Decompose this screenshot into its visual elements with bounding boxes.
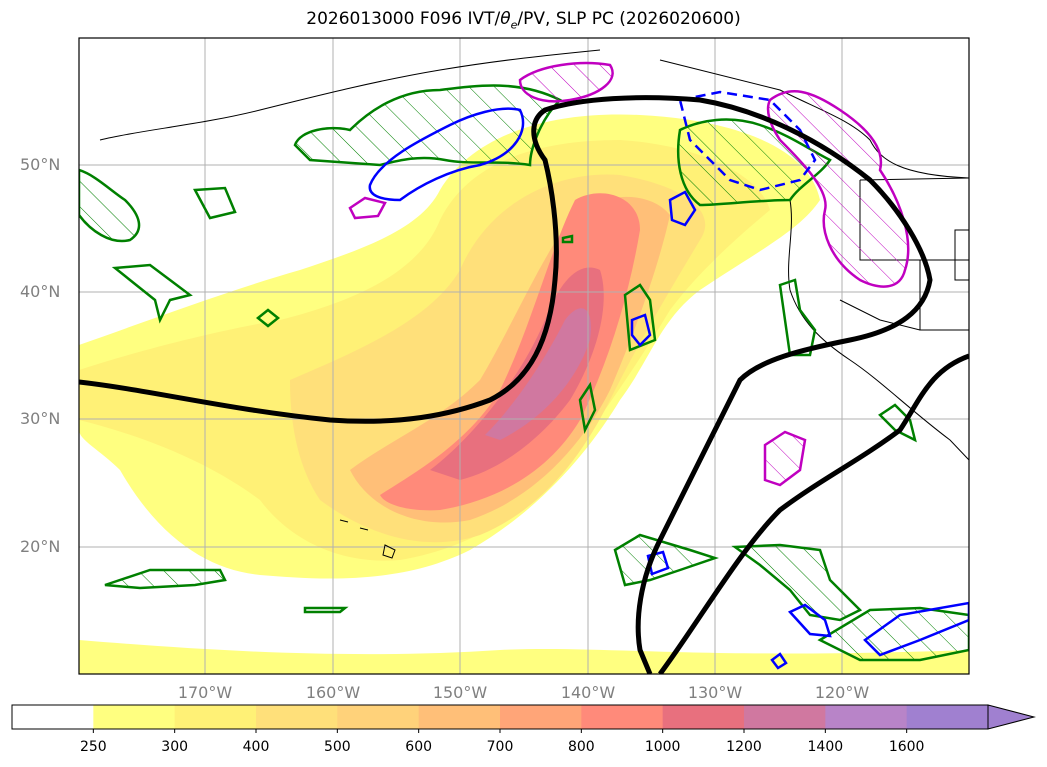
pv-contours [368,90,969,670]
slp-contours [79,95,969,674]
lat-label-30: 30°N [20,409,61,428]
colorbar-tick-label: 250 [79,739,107,755]
lat-label-20: 20°N [20,537,61,556]
colorbar-extend-arrow [987,704,1036,730]
colorbar-segment [12,705,94,729]
map-area [79,38,969,674]
lat-label-50: 50°N [20,155,61,174]
lon-label-170: 170°W [177,683,233,702]
colorbar-segment [906,705,989,729]
ivt-fill [79,114,969,674]
colorbar-segment [581,705,664,729]
pv-hatched-contours [348,61,910,487]
colorbar-tick-label: 800 [567,739,595,755]
map-border [78,37,970,675]
colorbar-tick-label: 500 [323,739,351,755]
colorbar-segment [500,705,582,729]
coastlines [99,49,969,559]
colorbar [11,704,1036,733]
colorbar-segment [337,705,420,729]
colorbar-tick-label: 300 [161,739,189,755]
lon-label-160: 160°W [305,683,361,702]
lon-label-140: 140°W [560,683,616,702]
colorbar-segment [418,705,501,729]
colorbar-segment [256,705,338,729]
colorbar-tick-label: 1200 [726,739,762,755]
colorbar-segment [825,705,908,729]
colorbar-segment [174,705,257,729]
lon-label-120: 120°W [814,683,870,702]
colorbar-segment [93,705,176,729]
lon-label-150: 150°W [432,683,488,702]
colorbar-tick-label: 1600 [888,739,925,755]
colorbar-tick-label: 400 [242,739,270,755]
lat-label-40: 40°N [20,282,61,301]
colorbar-segment [744,705,826,729]
lon-label-130: 130°W [687,683,743,702]
colorbar-tick-label: 600 [405,739,433,755]
colorbar-tick-label: 1000 [644,739,681,755]
colorbar-tick-label: 1400 [807,739,844,755]
colorbar-tick-label: 700 [486,739,514,755]
colorbar-segment [662,705,745,729]
map-title: 2026013000 F096 IVT/θe/PV, SLP PC (20260… [306,9,741,32]
